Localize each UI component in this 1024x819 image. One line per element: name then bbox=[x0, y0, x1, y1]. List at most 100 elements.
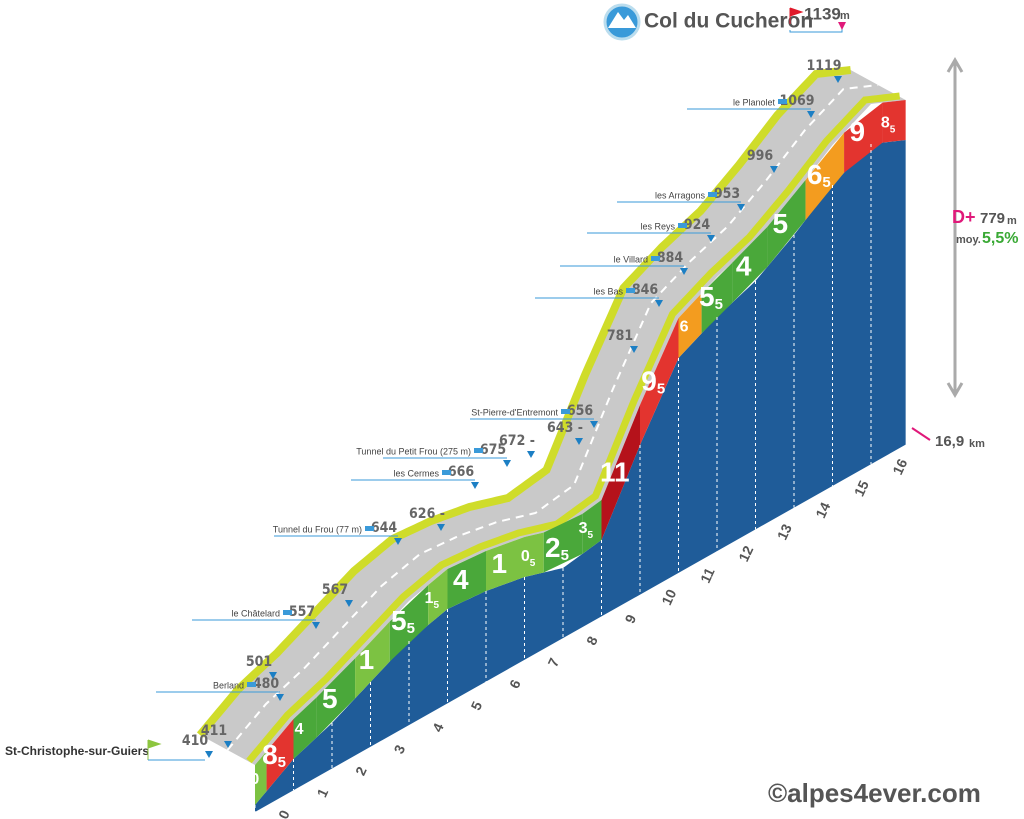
gradient-tenth: 5 bbox=[657, 380, 665, 397]
gradient-segment bbox=[543, 514, 583, 573]
gradient-label: 4 bbox=[453, 564, 469, 595]
waypoint-altitude: 643 - bbox=[547, 420, 583, 436]
waypoint-altitude: 846 bbox=[632, 282, 659, 298]
waypoint-marker bbox=[575, 438, 583, 445]
waypoint-label: le Planolet bbox=[733, 97, 776, 107]
gradient-whole: 5 bbox=[322, 683, 338, 714]
waypoint-marker bbox=[312, 622, 320, 629]
waypoint-icon bbox=[474, 448, 483, 453]
gradient-label: 9 bbox=[850, 117, 866, 148]
gradient-whole: 6 bbox=[680, 319, 689, 336]
waypoint-icon bbox=[778, 99, 787, 104]
gradient-segment bbox=[678, 293, 702, 358]
start-flag bbox=[147, 739, 162, 760]
km-label: 7 bbox=[544, 655, 562, 669]
waypoint-altitude: 924 bbox=[684, 217, 711, 233]
gradient-segment bbox=[447, 551, 486, 609]
title: Col du Cucheron bbox=[644, 10, 813, 33]
waypoint-label: les Reys bbox=[640, 221, 675, 231]
gradient-tenth: 5 bbox=[561, 547, 569, 564]
gradient-whole: 1 bbox=[425, 590, 434, 607]
summit-flag bbox=[789, 7, 804, 24]
waypoint-altitude: 1069 bbox=[779, 93, 814, 109]
gradient-whole: 11 bbox=[600, 457, 630, 488]
waypoint-icon bbox=[678, 223, 687, 228]
km-label: 1 bbox=[313, 786, 331, 800]
waypoint-altitude: 411 bbox=[201, 723, 227, 739]
gradient-tenth: 5 bbox=[588, 530, 594, 541]
waypoint-altitude: 996 bbox=[747, 148, 774, 164]
gradient-whole: 4 bbox=[295, 721, 304, 738]
gradient-whole: 5 bbox=[391, 605, 407, 636]
gradient-segment bbox=[428, 569, 448, 625]
gradient-segment bbox=[316, 658, 356, 738]
gradient-segment bbox=[266, 719, 294, 792]
gradient-label: 55 bbox=[391, 605, 415, 637]
waypoint-label: Berland bbox=[213, 680, 244, 690]
gain-label: D+ bbox=[952, 207, 976, 227]
gradient-segment bbox=[640, 318, 679, 445]
gradient-segment bbox=[844, 102, 883, 173]
waypoint-altitude: 644 bbox=[371, 520, 398, 536]
waypoint-marker bbox=[503, 460, 511, 467]
gradient-label: 5 bbox=[773, 209, 789, 240]
waypoint-marker bbox=[680, 268, 688, 275]
gradient-segment bbox=[732, 227, 768, 303]
waypoint-marker bbox=[394, 538, 402, 545]
gradient-tenth: 5 bbox=[890, 124, 896, 135]
gradient-whole: 9 bbox=[641, 366, 657, 397]
waypoint-marker bbox=[737, 204, 745, 211]
waypoint-marker bbox=[707, 235, 715, 242]
waypoint-icon bbox=[442, 470, 451, 475]
gradient-segment bbox=[582, 500, 602, 554]
gradient-tenth: 5 bbox=[434, 600, 440, 611]
gradient-whole: 6 bbox=[807, 159, 823, 190]
waypoint-altitude: 656 bbox=[567, 403, 594, 419]
waypoint-altitude: 1119 bbox=[806, 58, 841, 74]
gradient-tenth: 5 bbox=[278, 754, 286, 771]
gradient-segment bbox=[601, 405, 640, 540]
waypoint-marker bbox=[345, 600, 353, 607]
waypoint-marker bbox=[770, 166, 778, 173]
waypoint-altitude: 410 bbox=[182, 733, 209, 749]
gradient-segment bbox=[293, 697, 317, 759]
gradient-whole: 3 bbox=[579, 520, 588, 537]
waypoint-marker bbox=[269, 672, 277, 679]
waypoint-altitude: 626 - bbox=[409, 506, 445, 522]
gradient-tenth: 5 bbox=[530, 557, 536, 568]
waypoint-icon bbox=[708, 192, 717, 197]
gradient-label: 11 bbox=[600, 457, 630, 488]
km-label: 14 bbox=[812, 499, 833, 520]
waypoint-label: le Châtelard bbox=[231, 608, 280, 618]
waypoint-icon bbox=[247, 682, 256, 687]
start-label: St-Christophe-sur-Guiers bbox=[5, 744, 149, 758]
gradient-whole: 4 bbox=[736, 251, 752, 282]
gradient-whole: 1 bbox=[359, 644, 375, 675]
waypoint-altitude: 672 - bbox=[499, 433, 535, 449]
km-label: 15 bbox=[851, 478, 872, 499]
waypoint-altitude: 666 bbox=[448, 464, 475, 480]
gradient-segment bbox=[701, 262, 733, 334]
gradient-whole: 1 bbox=[491, 548, 507, 579]
km-label: 11 bbox=[697, 565, 718, 585]
road-center bbox=[226, 84, 879, 751]
gradient-label: 35 bbox=[579, 520, 594, 540]
profile-face bbox=[255, 140, 906, 812]
avg-value: 5,5% bbox=[982, 230, 1018, 247]
distance: 16,9 bbox=[935, 433, 964, 450]
waypoint-marker bbox=[276, 694, 284, 701]
summit-altitude: 1139 bbox=[804, 4, 841, 23]
gradient-label: 85 bbox=[881, 115, 896, 135]
gradient-tenth: 5 bbox=[407, 620, 415, 637]
waypoint-altitude: 675 bbox=[480, 442, 506, 458]
gradient-label: 55 bbox=[699, 281, 723, 313]
waypoint-label: les Bas bbox=[593, 286, 623, 296]
summit-mark bbox=[838, 22, 846, 30]
waypoint-icon bbox=[651, 256, 660, 261]
waypoint-label: Tunnel du Frou (77 m) bbox=[273, 524, 362, 534]
km-label: 9 bbox=[621, 612, 639, 626]
distance-unit: km bbox=[969, 438, 985, 450]
waypoint-icon bbox=[365, 526, 374, 531]
